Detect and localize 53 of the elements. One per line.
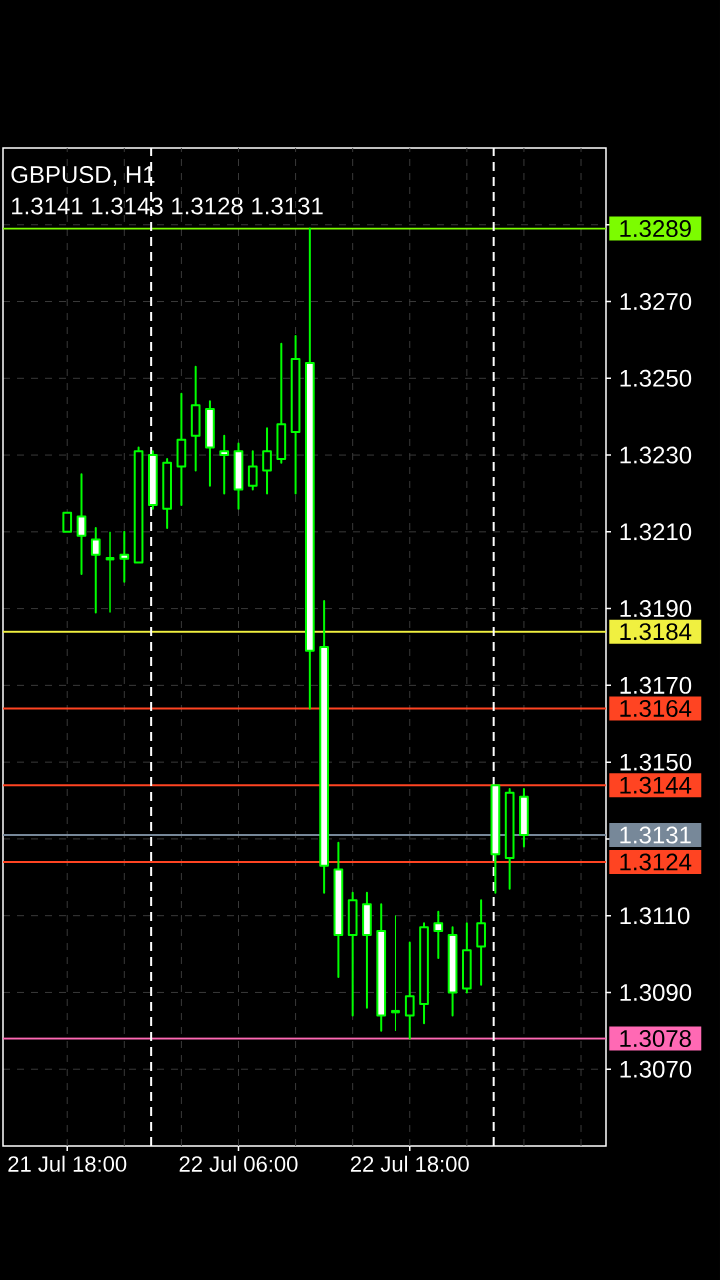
- x-tick-label: 22 Jul 18:00: [350, 1155, 469, 1172]
- ref-line-label: 1.3184: [620, 623, 692, 641]
- y-tick-label: 1.3170: [620, 676, 692, 694]
- candlestick: [76, 473, 87, 576]
- text: GBPUSD, H1: [11, 166, 155, 186]
- x-tick-label: 21 Jul 18:00: [8, 1155, 127, 1172]
- y-tick-label: 1.3190: [620, 600, 692, 618]
- candlestick: [447, 926, 458, 1017]
- candlestick: [176, 392, 187, 506]
- y-tick-label: 1.3270: [620, 293, 692, 311]
- candlestick: [461, 922, 472, 994]
- candlestick: [205, 400, 215, 487]
- candlestick: [347, 891, 358, 1017]
- candlestick: [433, 910, 444, 959]
- candlestick: [319, 599, 329, 894]
- candlestick: [62, 511, 73, 533]
- candlestick: [219, 434, 230, 495]
- y-tick-label: 1.3070: [620, 1060, 692, 1078]
- text: 1.3141 1.3143 1.3128 1.3131: [12, 197, 323, 215]
- candlestick: [519, 788, 529, 848]
- candlestick: [362, 891, 372, 1009]
- candlestick: [276, 342, 287, 464]
- candlestick: [190, 365, 201, 472]
- y-tick-label: 1.3150: [620, 753, 692, 771]
- ref-line-label: 1.3078: [620, 1030, 691, 1047]
- x-tick-label: 22 Jul 06:00: [179, 1155, 298, 1172]
- candlestick: [419, 922, 429, 1025]
- candlestick: [247, 450, 258, 491]
- candlestick: [133, 446, 144, 564]
- candlestick: [476, 899, 486, 986]
- ref-line-label: 1.3124: [620, 853, 692, 871]
- candlestick: [404, 941, 415, 1040]
- candlestick: [90, 527, 101, 614]
- y-tick-label: 1.3250: [620, 369, 692, 387]
- ref-line-label: 1.3131: [620, 826, 691, 844]
- ref-line-label: 1.3289: [620, 220, 691, 238]
- ref-line-label: 1.3144: [620, 776, 692, 794]
- y-tick-label: 1.3090: [620, 983, 692, 1001]
- y-tick-label: 1.3110: [620, 907, 690, 925]
- candlestick: [119, 530, 130, 583]
- candlestick: [105, 531, 115, 613]
- candlestick: [233, 442, 244, 510]
- candlestick: [305, 227, 315, 710]
- candlestick: [333, 841, 344, 979]
- candlestick: [162, 457, 172, 529]
- candlestick: [504, 788, 515, 890]
- y-tick-label: 1.3210: [620, 523, 692, 541]
- candlestick: [376, 903, 387, 1032]
- candlestick: [391, 915, 400, 1032]
- candlestick: [262, 427, 272, 495]
- ref-line-label: 1.3164: [620, 699, 692, 717]
- y-tick-label: 1.3230: [620, 446, 692, 464]
- candlestick: [290, 335, 301, 495]
